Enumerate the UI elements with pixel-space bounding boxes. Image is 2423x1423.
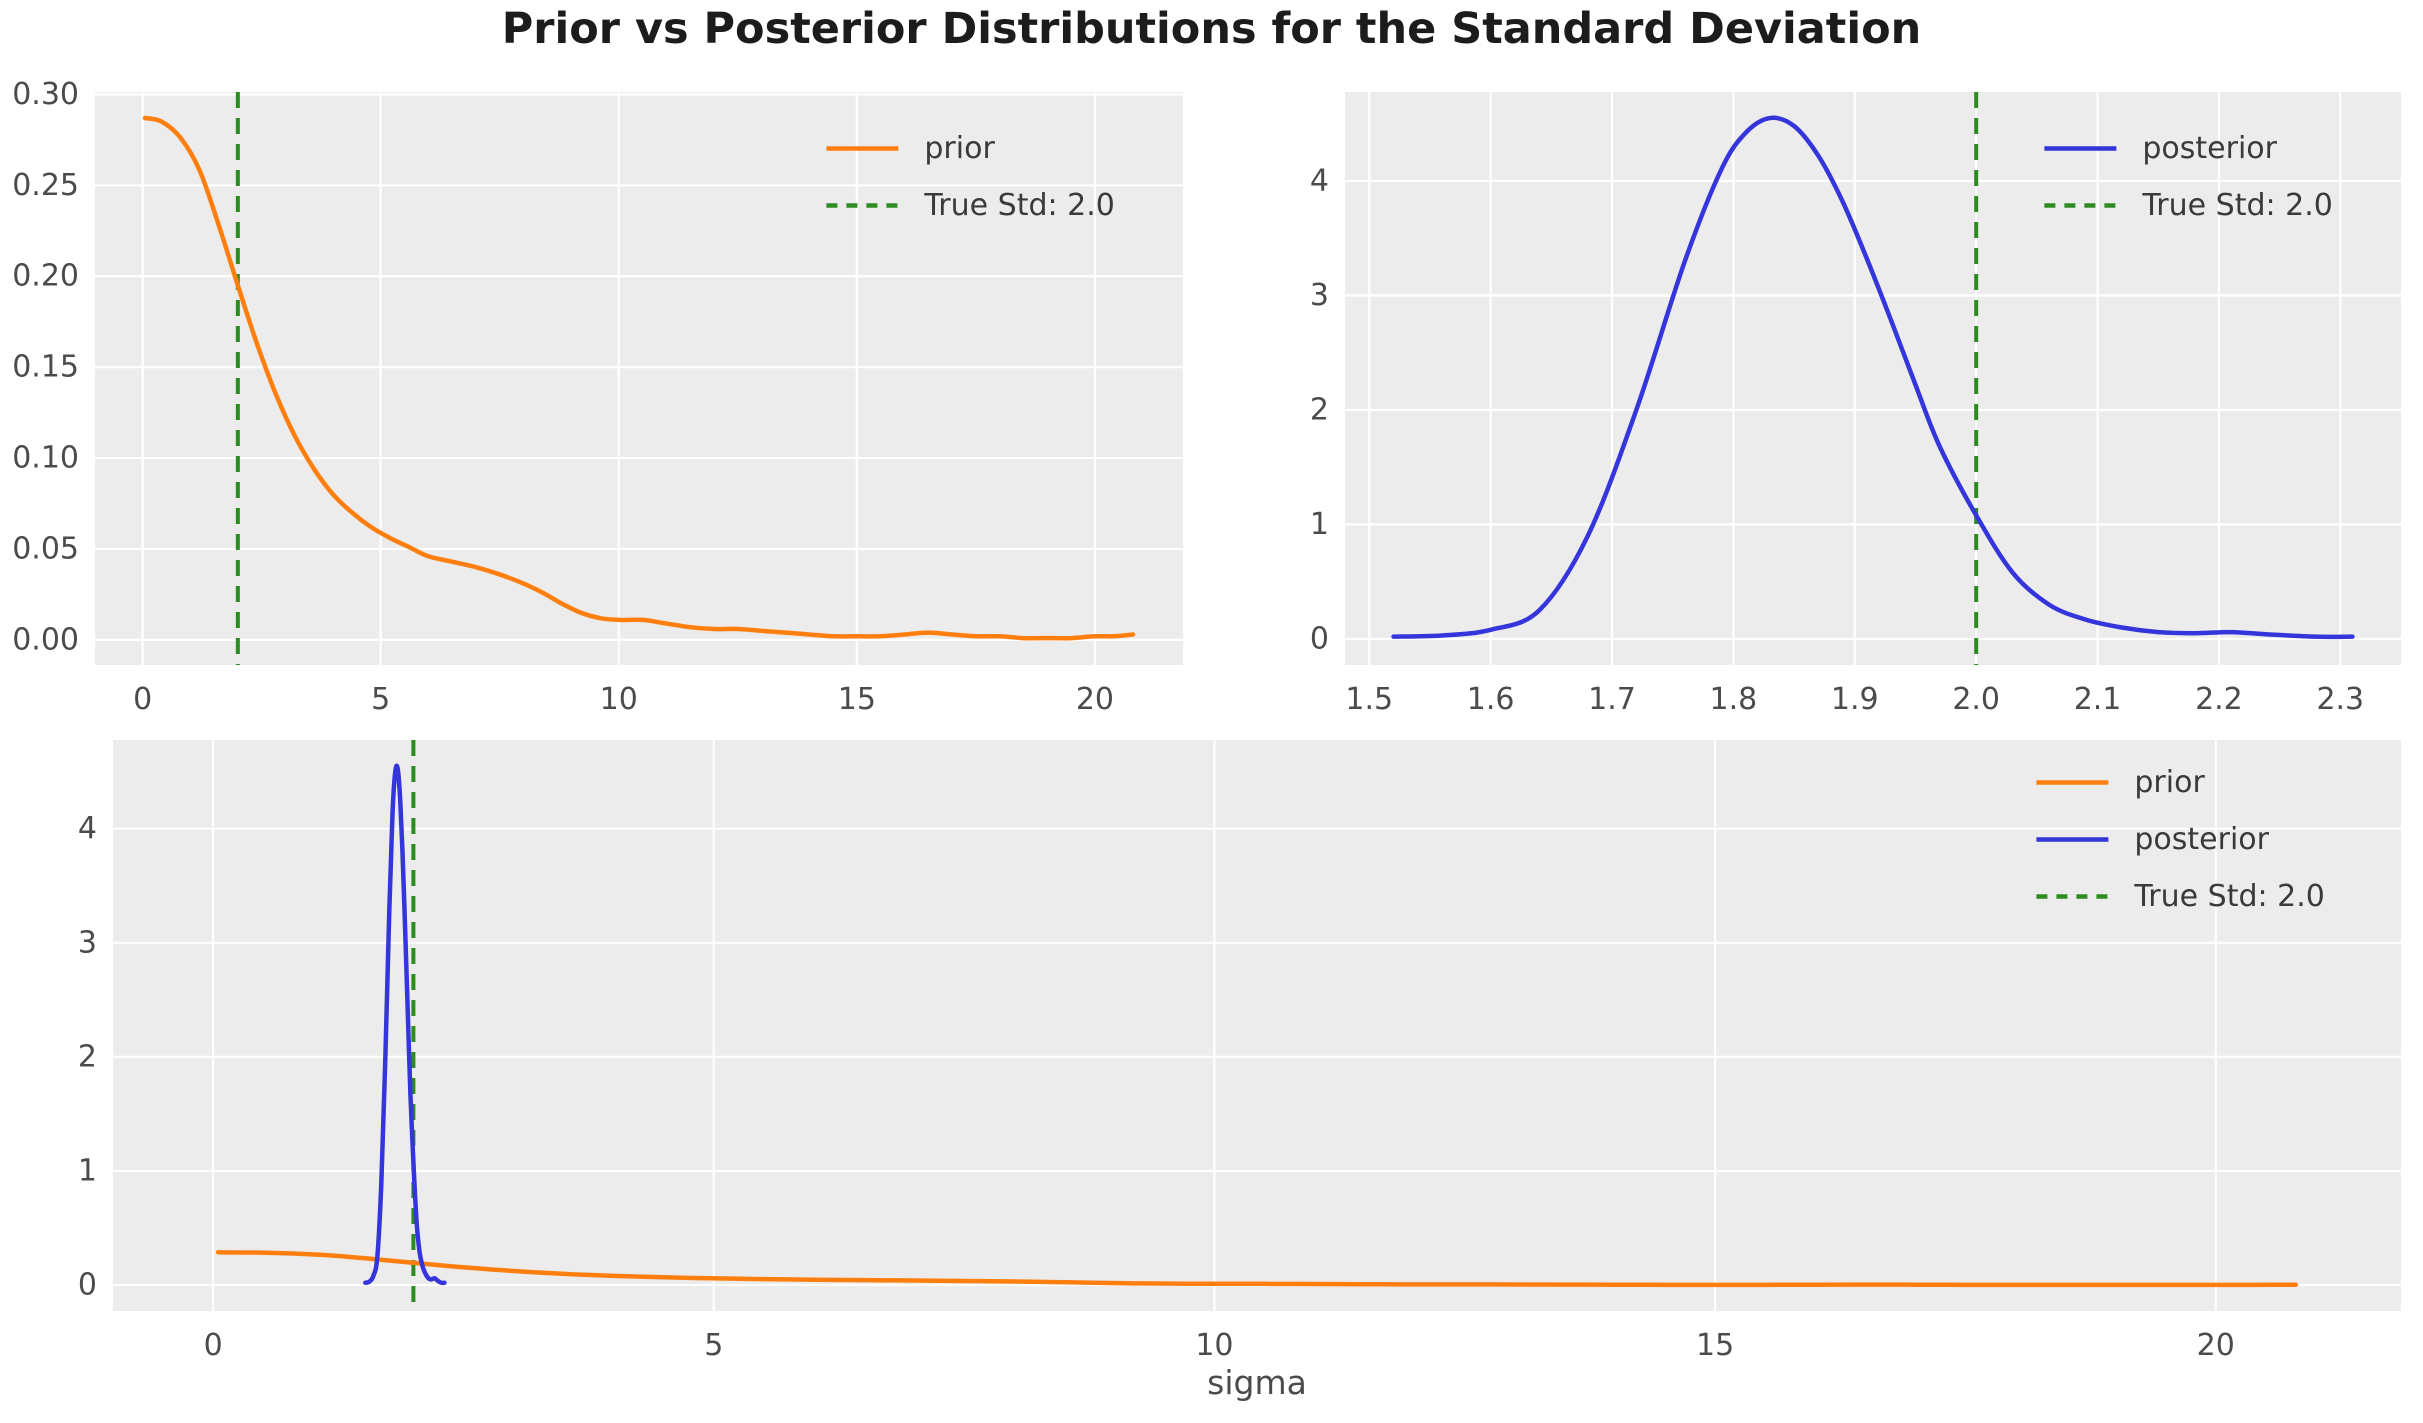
legend-label: posterior: [2134, 822, 2269, 857]
x-tick-label: 1.7: [1588, 682, 1636, 717]
x-tick-label: 0: [133, 682, 152, 717]
legend-label: True Std: 2.0: [923, 188, 1114, 223]
x-tick-label: 10: [1195, 1328, 1233, 1363]
x-tick-label: 10: [600, 682, 638, 717]
y-tick-label: 0.00: [12, 622, 79, 657]
x-tick-label: 1.8: [1710, 682, 1758, 717]
axes-background: [113, 740, 2401, 1311]
y-tick-label: 0.05: [12, 531, 79, 566]
y-tick-label: 0.25: [12, 168, 79, 203]
x-tick-label: 20: [1076, 682, 1114, 717]
y-tick-label: 0: [78, 1268, 97, 1303]
x-tick-label: 2.0: [1952, 682, 2000, 717]
x-tick-label: 15: [838, 682, 876, 717]
sigma-axis-label: sigma: [1207, 1363, 1307, 1402]
posterior-curve: [363, 763, 447, 1286]
legend-item-prior: prior: [826, 131, 995, 166]
legend-item-posterior: posterior: [2044, 131, 2278, 166]
y-tick-label: 4: [78, 811, 97, 846]
combined-distribution-subplot: 0 5 10 15 20 0 1 2 3 4 prior posterior True Std: 2.0: [78, 740, 2401, 1363]
y-tick-label: 1: [78, 1153, 97, 1188]
axes-background: [95, 92, 1183, 665]
x-tick-label: 1.9: [1831, 682, 1879, 717]
prior-curve: [142, 115, 1136, 641]
x-tick-label: 15: [1696, 1328, 1734, 1363]
x-tick-label: 2.3: [2316, 682, 2364, 717]
legend-item-posterior: posterior: [2036, 822, 2270, 857]
y-tick-label: 0.20: [12, 259, 79, 294]
figure-title: Prior vs Posterior Distributions for the…: [501, 4, 1922, 54]
x-tick-label: 5: [704, 1328, 723, 1363]
y-tick-label: 0.15: [12, 350, 79, 385]
x-tick-label: 1.6: [1467, 682, 1515, 717]
posterior-curve: [1391, 115, 2355, 640]
axes-background: [1345, 92, 2401, 665]
prior-curve: [215, 1250, 2299, 1288]
x-tick-label: 5: [371, 682, 390, 717]
posterior-distribution-plot: 1.5 1.6 1.7 1.8 1.9 2.0 2.1 2.2 2.3 0 1 2 3 4 posterio…: [1310, 92, 2401, 717]
legend-label: True Std: 2.0: [2133, 879, 2324, 914]
y-tick-label: 2: [1310, 392, 1329, 427]
y-tick-label: 2: [78, 1039, 97, 1074]
x-tick-label: 2.2: [2195, 682, 2243, 717]
x-tick-label: 2.1: [2074, 682, 2122, 717]
posterior-distribution-subplot: 1.5 1.6 1.7 1.8 1.9 2.0 2.1 2.2 2.3 0 1 2 3 4 posterio…: [1310, 92, 2401, 717]
y-tick-label: 1: [1310, 507, 1329, 542]
legend-label: True Std: 2.0: [2141, 188, 2332, 223]
y-tick-label: 3: [1310, 278, 1329, 313]
legend-label: prior: [2134, 765, 2205, 800]
x-tick-label: 20: [2197, 1328, 2235, 1363]
legend-item-prior: prior: [2036, 765, 2205, 800]
prior-distribution-subplot: 0 5 10 15 20 0.00 0.05 0.10 0.15 0.20 0.25 0.30 prio…: [12, 77, 1183, 717]
prior-distribution-plot: 0 5 10 15 20 0.00 0.05 0.10 0.15 0.20 0.25 0.30 prio…: [12, 77, 1183, 717]
y-tick-label: 0.30: [12, 77, 79, 112]
legend-label: posterior: [2142, 131, 2277, 166]
y-tick-label: 0: [1310, 621, 1329, 656]
y-tick-label: 4: [1310, 164, 1329, 199]
x-tick-label: 0: [204, 1328, 223, 1363]
x-tick-label: 1.5: [1345, 682, 1393, 717]
legend-label: prior: [924, 131, 995, 166]
prior-vs-posterior-combined-plot: 0 5 10 15 20 0 1 2 3 4 prior posterior True Std: 2.0: [78, 740, 2401, 1363]
y-tick-label: 3: [78, 925, 97, 960]
legend-item-true-std-2-0: True Std: 2.0: [826, 188, 1115, 223]
y-tick-label: 0.10: [12, 441, 79, 476]
